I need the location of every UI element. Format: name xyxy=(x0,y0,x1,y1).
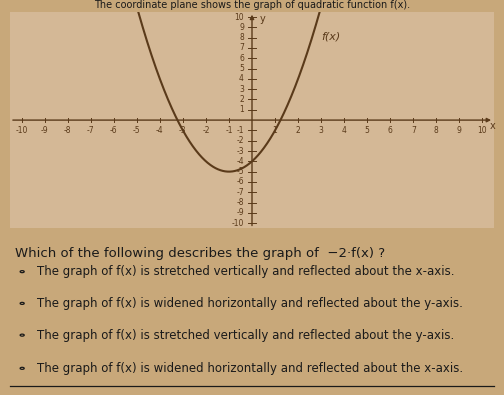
Text: The graph of f(x) is widened horizontally and reflected about the x-axis.: The graph of f(x) is widened horizontall… xyxy=(37,362,463,375)
Text: -2: -2 xyxy=(202,126,210,135)
Text: 1: 1 xyxy=(239,105,244,114)
Text: 5: 5 xyxy=(365,126,369,135)
Text: Which of the following describes the graph of  −2·f(x) ?: Which of the following describes the gra… xyxy=(15,247,385,260)
Text: -5: -5 xyxy=(133,126,141,135)
Text: -6: -6 xyxy=(236,177,244,186)
Text: -8: -8 xyxy=(64,126,72,135)
Text: 3: 3 xyxy=(319,126,324,135)
Text: -10: -10 xyxy=(16,126,28,135)
Text: 7: 7 xyxy=(411,126,416,135)
Text: The graph of f(x) is widened horizontally and reflected about the y-axis.: The graph of f(x) is widened horizontall… xyxy=(37,297,463,310)
Text: -4: -4 xyxy=(236,157,244,166)
Text: 6: 6 xyxy=(388,126,393,135)
Text: The graph of f(x) is stretched vertically and reflected about the y-axis.: The graph of f(x) is stretched verticall… xyxy=(37,329,454,342)
Text: 10: 10 xyxy=(478,126,487,135)
Text: -1: -1 xyxy=(236,126,244,135)
Text: 9: 9 xyxy=(457,126,462,135)
Text: -2: -2 xyxy=(236,136,244,145)
Text: 6: 6 xyxy=(239,54,244,63)
Text: y: y xyxy=(260,14,266,24)
Text: 4: 4 xyxy=(239,74,244,83)
Text: 2: 2 xyxy=(239,95,244,104)
Text: -9: -9 xyxy=(41,126,48,135)
Text: -9: -9 xyxy=(236,209,244,217)
Text: 5: 5 xyxy=(239,64,244,73)
Text: The graph of f(x) is stretched vertically and reflected about the x-axis.: The graph of f(x) is stretched verticall… xyxy=(37,265,454,278)
Text: -3: -3 xyxy=(236,147,244,156)
Text: f(x): f(x) xyxy=(321,32,340,42)
Text: 4: 4 xyxy=(342,126,347,135)
Text: -10: -10 xyxy=(231,219,244,228)
Text: -3: -3 xyxy=(179,126,186,135)
Text: -8: -8 xyxy=(236,198,244,207)
Text: -7: -7 xyxy=(236,188,244,197)
Text: 9: 9 xyxy=(239,23,244,32)
Text: 1: 1 xyxy=(273,126,277,135)
Text: 8: 8 xyxy=(434,126,438,135)
Text: -5: -5 xyxy=(236,167,244,176)
Text: -4: -4 xyxy=(156,126,164,135)
Text: 8: 8 xyxy=(239,33,244,42)
Title: The coordinate plane shows the graph of quadratic function f(x).: The coordinate plane shows the graph of … xyxy=(94,0,410,10)
Text: -7: -7 xyxy=(87,126,95,135)
Text: -1: -1 xyxy=(225,126,233,135)
Text: 7: 7 xyxy=(239,43,244,53)
Text: 3: 3 xyxy=(239,85,244,94)
Text: -6: -6 xyxy=(110,126,117,135)
Text: 10: 10 xyxy=(234,13,244,21)
Text: 2: 2 xyxy=(296,126,300,135)
Text: x: x xyxy=(489,121,495,131)
